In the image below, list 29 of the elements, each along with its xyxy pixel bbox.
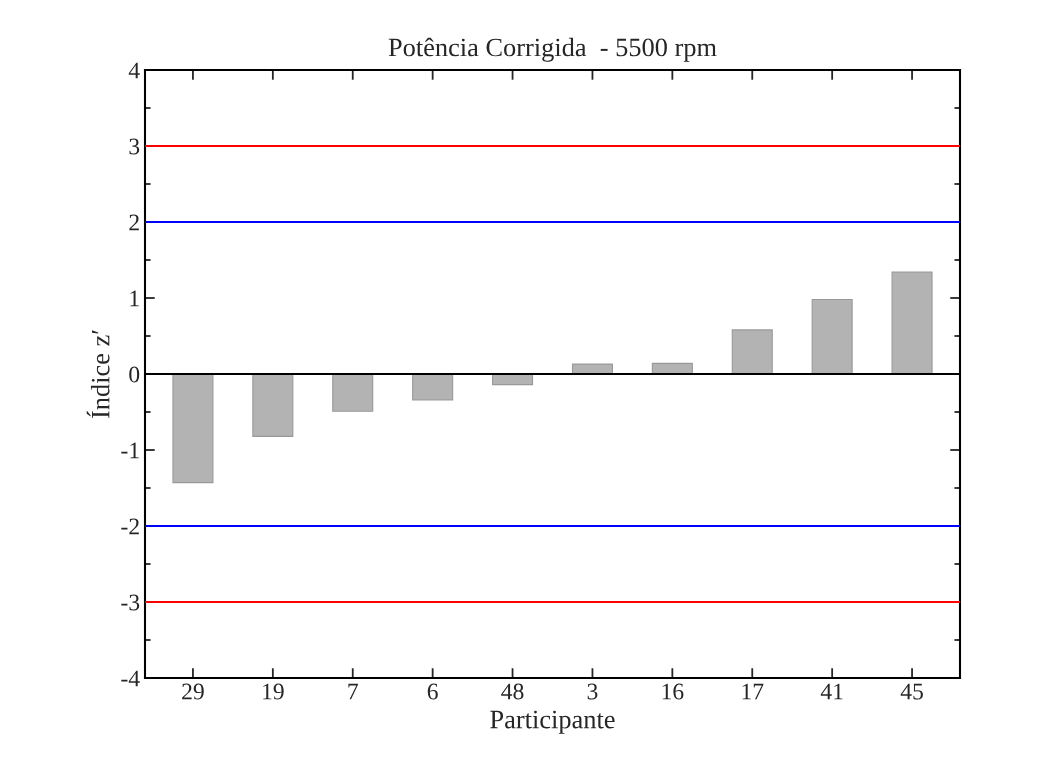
bar — [412, 373, 454, 401]
y-tick-label: 2 — [129, 214, 139, 231]
y-tick-label: -1 — [121, 442, 139, 459]
chart-title: Potência Corrigida - 5500 rpm — [388, 37, 717, 62]
x-tick-label: 45 — [900, 683, 923, 700]
x-axis-title: Participante — [490, 710, 615, 734]
x-tick-label: 48 — [501, 683, 524, 700]
x-tick-label: 7 — [348, 683, 358, 700]
x-tick-label: 17 — [742, 683, 764, 700]
x-tick-label: 19 — [263, 683, 284, 700]
bar — [811, 298, 853, 375]
y-tick-label: 4 — [128, 62, 140, 79]
bar — [252, 373, 294, 437]
bar — [332, 373, 374, 412]
x-tick-label: 29 — [182, 683, 204, 700]
y-tick-label: -3 — [121, 594, 140, 611]
x-tick-label: 16 — [662, 683, 684, 700]
y-tick-label: 0 — [129, 366, 140, 383]
x-tick-label: 6 — [427, 683, 438, 700]
y-tick-label: 1 — [130, 290, 139, 307]
x-tick-label: 41 — [820, 683, 843, 700]
y-tick-label: -2 — [121, 518, 139, 535]
bar — [172, 373, 214, 484]
bar — [891, 271, 933, 375]
y-axis-title: Índice z′ — [86, 330, 110, 419]
x-tick-label: 3 — [587, 683, 598, 700]
y-tick-label: -4 — [121, 670, 140, 687]
y-tick-label: 3 — [129, 138, 140, 155]
bar — [731, 329, 773, 375]
